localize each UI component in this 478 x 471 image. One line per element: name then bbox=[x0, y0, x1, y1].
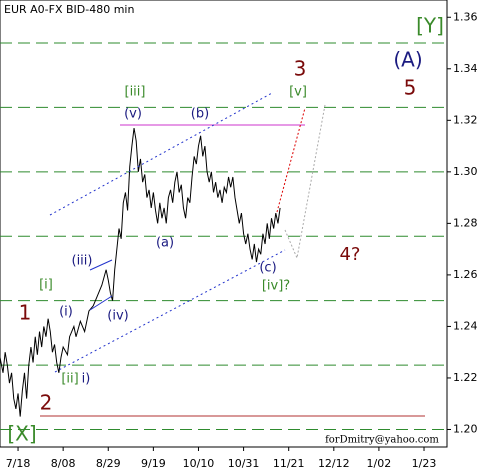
annotation: [iv]? bbox=[262, 279, 290, 294]
y-tick-label: 1.20 bbox=[453, 422, 478, 435]
x-tick-label: 10/10 bbox=[183, 457, 215, 470]
annotation: 2 bbox=[40, 391, 53, 415]
x-tick-label: 12/12 bbox=[318, 457, 350, 470]
annotation: (A) bbox=[393, 48, 422, 72]
annotation: [iii] bbox=[125, 85, 146, 100]
x-tick-label: 11/21 bbox=[273, 457, 305, 470]
annotation: (v) bbox=[124, 107, 142, 122]
x-tick-label: 7/18 bbox=[6, 457, 31, 470]
wedge-upper bbox=[89, 259, 113, 271]
annotation: forDmitry@yahoo.com bbox=[325, 435, 439, 446]
y-tick-label: 1.28 bbox=[453, 216, 478, 229]
annotation: (a) bbox=[156, 236, 174, 251]
annotation: (i) bbox=[59, 305, 73, 320]
projection bbox=[276, 107, 306, 213]
annotation: 4? bbox=[339, 244, 360, 265]
y-tick-label: 1.32 bbox=[453, 113, 478, 126]
x-tick-label: 8/29 bbox=[96, 457, 121, 470]
y-tick-label: 1.22 bbox=[453, 371, 478, 384]
x-tick-label: 1/02 bbox=[367, 457, 392, 470]
y-tick-label: 1.24 bbox=[453, 319, 478, 332]
annotation: (iv) bbox=[107, 309, 128, 324]
channel-upper bbox=[49, 92, 273, 216]
chart-title: EUR A0-FX BID-480 min bbox=[4, 3, 134, 16]
annotation: [ii] bbox=[61, 372, 78, 387]
annotation: (iii) bbox=[72, 254, 93, 269]
annotation: 3 bbox=[294, 57, 307, 81]
wedge-lower bbox=[89, 295, 113, 311]
channel-lower bbox=[54, 249, 286, 373]
x-tick-label: 1/23 bbox=[412, 457, 437, 470]
x-tick-label: 9/19 bbox=[141, 457, 166, 470]
annotation: [i] bbox=[39, 278, 53, 293]
annotation: i) bbox=[82, 372, 91, 387]
x-tick-label: 8/08 bbox=[51, 457, 76, 470]
y-tick-label: 1.34 bbox=[453, 62, 478, 75]
annotation: 1 bbox=[19, 301, 32, 325]
x-tick-label: 10/31 bbox=[228, 457, 260, 470]
price-line bbox=[0, 127, 281, 417]
y-tick-label: 1.26 bbox=[453, 268, 478, 281]
annotation: [X] bbox=[7, 422, 36, 446]
annotation: [Y] bbox=[416, 14, 444, 38]
annotation: 5 bbox=[404, 76, 417, 100]
plot-frame bbox=[0, 0, 448, 448]
annotation: (b) bbox=[191, 107, 209, 122]
y-tick-label: 1.30 bbox=[453, 165, 478, 178]
annotation: (c) bbox=[259, 261, 276, 276]
y-tick-label: 1.36 bbox=[453, 10, 478, 23]
annotation: [v] bbox=[289, 85, 307, 100]
